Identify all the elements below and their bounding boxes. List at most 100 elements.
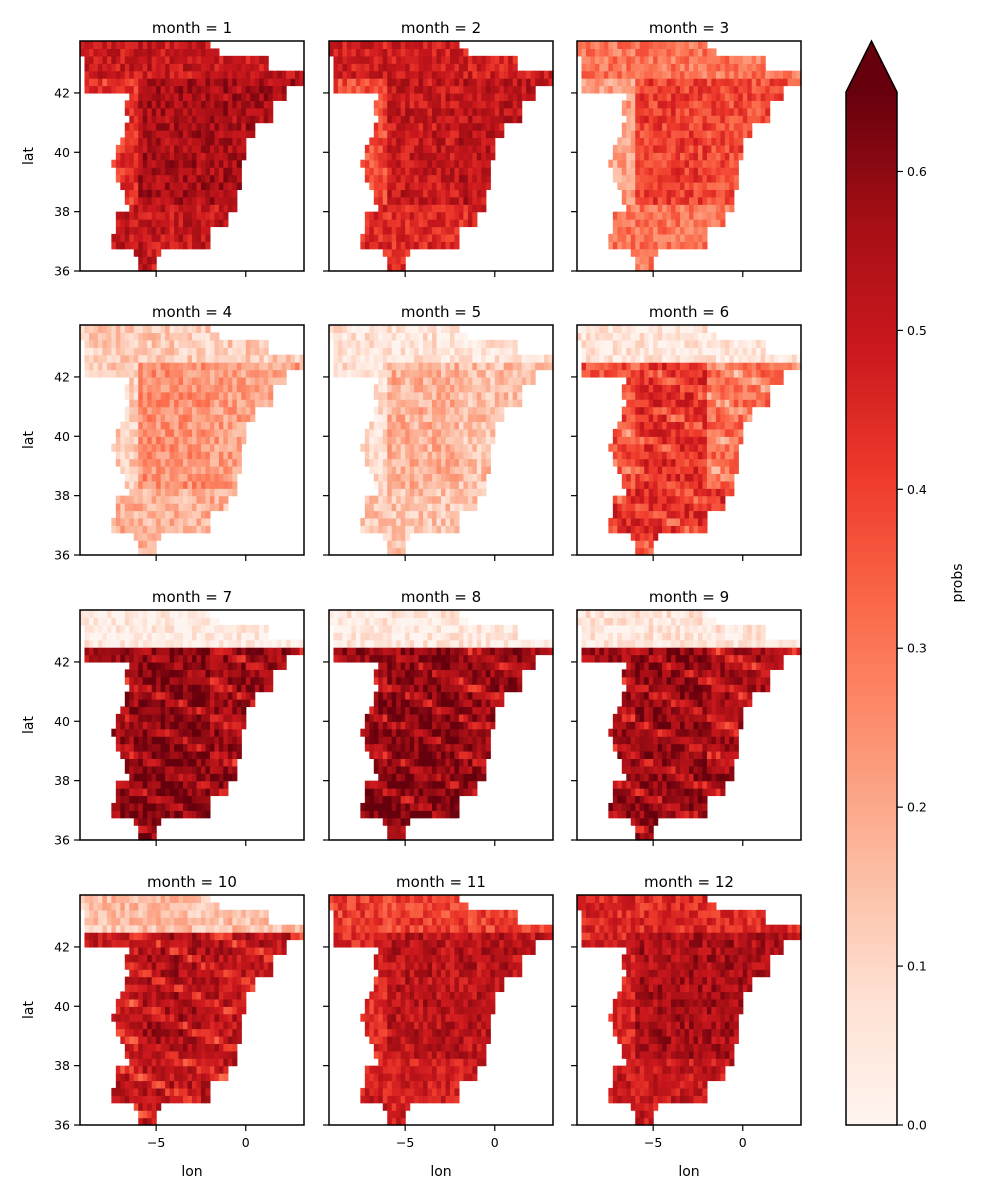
heatmap-cell: [720, 100, 726, 109]
heatmap-cell: [351, 347, 357, 356]
heatmap-cell: [653, 414, 659, 423]
heatmap-cell: [418, 100, 424, 109]
heatmap-cell: [373, 510, 379, 519]
heatmap-cell: [414, 115, 420, 124]
heatmap-cell: [715, 458, 721, 467]
heatmap-cell: [590, 78, 596, 87]
heatmap-cell: [227, 384, 233, 393]
heatmap-cell: [286, 70, 292, 79]
heatmap-cell: [675, 189, 681, 198]
heatmap-cell: [93, 347, 99, 356]
heatmap-cell: [662, 406, 668, 415]
heatmap-cell: [689, 181, 695, 190]
heatmap-cell: [585, 41, 592, 50]
heatmap-cell: [635, 525, 641, 534]
heatmap-cell: [400, 122, 406, 131]
heatmap-cell: [621, 122, 627, 131]
heatmap-cell: [409, 219, 415, 228]
heatmap-cell: [697, 137, 704, 146]
heatmap-cell: [689, 137, 695, 146]
heatmap-cell: [387, 451, 393, 460]
heatmap-cell: [129, 414, 135, 423]
heatmap-cell: [662, 189, 668, 198]
heatmap-cell: [151, 196, 157, 205]
heatmap-cell: [138, 167, 144, 176]
heatmap-cell: [427, 347, 433, 356]
heatmap-cell: [445, 100, 451, 109]
heatmap-cell: [129, 204, 135, 213]
heatmap-cell: [517, 369, 523, 378]
heatmap-cell: [156, 354, 162, 363]
heatmap-cell: [675, 204, 681, 213]
heatmap-cell: [138, 241, 144, 250]
heatmap-cell: [666, 525, 672, 534]
heatmap-cell: [360, 369, 366, 378]
heatmap-cell: [724, 78, 730, 87]
heatmap-cell: [458, 55, 464, 64]
heatmap-cell: [689, 196, 695, 205]
heatmap-cell: [346, 362, 352, 371]
heatmap-cell: [423, 144, 429, 153]
heatmap-cell: [174, 451, 180, 460]
heatmap-cell: [626, 384, 632, 393]
heatmap-cell: [467, 473, 473, 482]
heatmap-cell: [169, 376, 175, 385]
heatmap-cell: [671, 458, 677, 467]
heatmap-cell: [662, 495, 668, 504]
heatmap-cell: [138, 525, 144, 534]
heatmap-cell: [156, 48, 162, 57]
heatmap-cell: [639, 488, 645, 497]
heatmap-cell: [360, 525, 366, 534]
heatmap-cell: [445, 152, 451, 161]
heatmap-cell: [684, 421, 690, 430]
heatmap-cell: [485, 362, 491, 371]
heatmap-cell: [178, 391, 184, 400]
heatmap-cell: [476, 85, 482, 94]
heatmap-cell: [205, 325, 211, 334]
heatmap-cell: [120, 458, 126, 467]
heatmap-cell: [391, 85, 397, 94]
heatmap-cell: [693, 465, 699, 474]
heatmap-cell: [485, 159, 491, 168]
heatmap-cell: [250, 347, 256, 356]
heatmap-cell: [485, 181, 491, 190]
heatmap-cell: [441, 480, 447, 489]
heatmap-cell: [364, 339, 370, 348]
heatmap-cell: [630, 391, 636, 400]
heatmap-cell: [720, 122, 726, 131]
heatmap-cell: [169, 211, 175, 220]
heatmap-cell: [441, 325, 447, 334]
heatmap-cell: [205, 100, 211, 109]
heatmap-cell: [715, 219, 721, 228]
heatmap-cell: [138, 465, 144, 474]
heatmap-cell: [702, 189, 708, 198]
heatmap-cell: [111, 48, 117, 57]
heatmap-cell: [711, 189, 717, 198]
heatmap-cell: [454, 414, 460, 423]
heatmap-cell: [133, 465, 139, 474]
heatmap-cell: [156, 473, 162, 482]
heatmap-cell: [485, 167, 491, 176]
heatmap-cell: [142, 181, 148, 190]
heatmap-cell: [648, 226, 654, 235]
heatmap-cell: [706, 167, 712, 176]
heatmap-cell: [160, 421, 166, 430]
heatmap-cell: [120, 421, 126, 430]
heatmap-cell: [192, 406, 198, 415]
heatmap-cell: [200, 510, 207, 519]
heatmap-cell: [378, 503, 384, 512]
heatmap-cell: [192, 451, 198, 460]
heatmap-cell: [639, 85, 645, 94]
heatmap-cell: [458, 48, 464, 57]
heatmap-cell: [485, 465, 491, 474]
heatmap-cell: [133, 78, 139, 87]
heatmap-cell: [720, 428, 726, 437]
heatmap-cell: [648, 473, 654, 482]
heatmap-cell: [405, 130, 411, 139]
heatmap-cell: [129, 144, 135, 153]
heatmap-cell: [232, 137, 238, 146]
heatmap-cell: [639, 144, 645, 153]
heatmap-cell: [449, 241, 456, 250]
heatmap-cell: [666, 48, 672, 57]
